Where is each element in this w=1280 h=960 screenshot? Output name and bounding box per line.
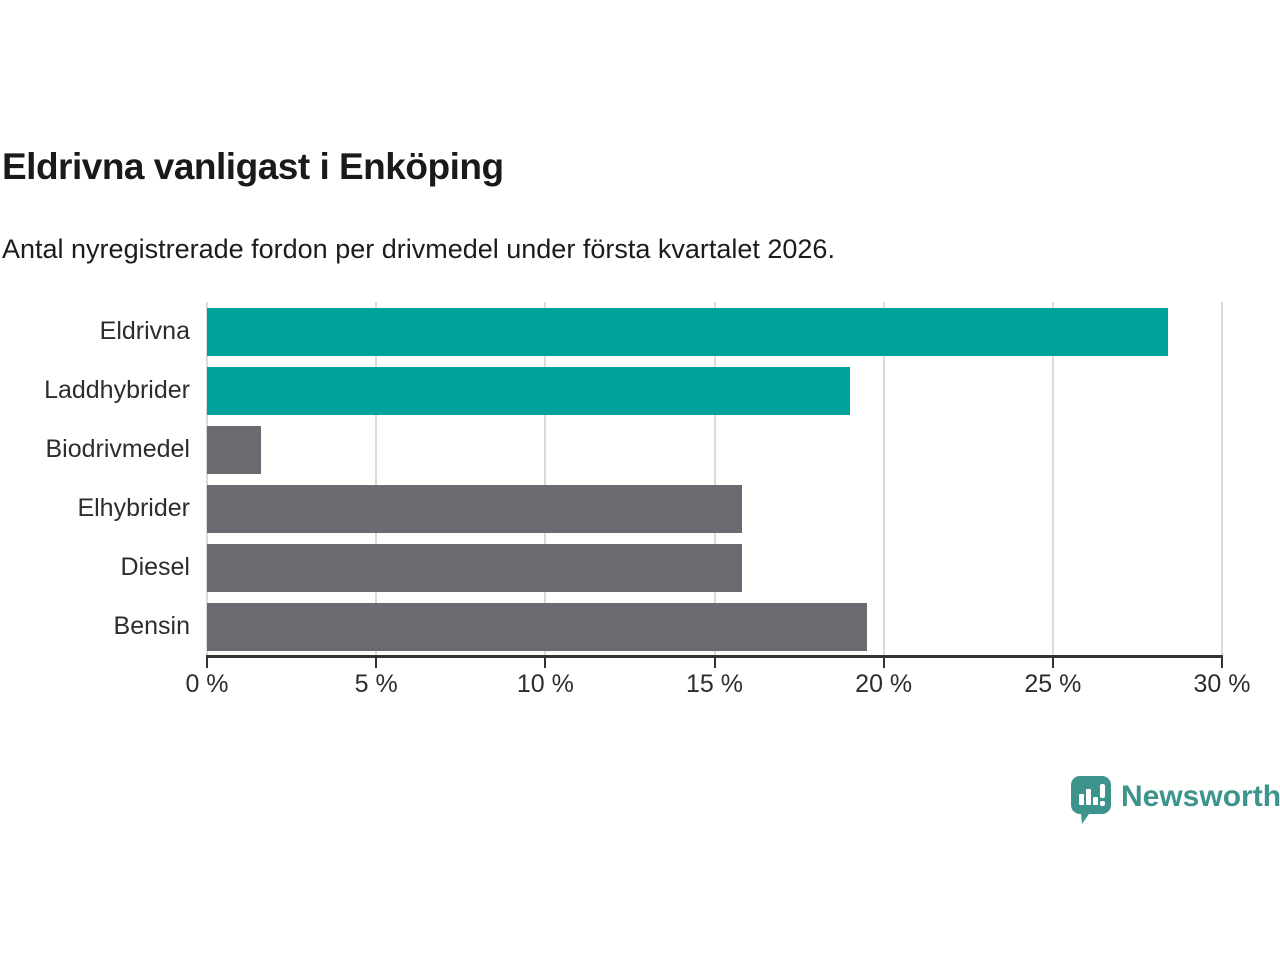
bar-band <box>207 538 1222 597</box>
y-axis-label: Elhybrider <box>77 494 190 522</box>
newsworthy-wordmark: Newsworthy <box>1121 780 1280 813</box>
chart-title: Eldrivna vanligast i Enköping <box>2 146 504 187</box>
gridline <box>1051 302 1054 656</box>
gridline <box>375 302 378 656</box>
bar-eldrivna <box>207 307 1168 356</box>
bar-laddhybrider <box>207 366 850 415</box>
newsworthy-speech-bubble-chart-icon <box>1070 775 1112 830</box>
bar-elhybrider <box>207 484 742 533</box>
bar-band <box>207 597 1222 656</box>
x-axis-ticks <box>206 658 1223 668</box>
x-axis-tick <box>1221 658 1223 668</box>
y-axis-label: Biodrivmedel <box>45 435 190 463</box>
gridline <box>1221 302 1223 656</box>
x-axis-tick <box>544 658 547 668</box>
x-axis-tick-label: 25 % <box>1024 670 1082 698</box>
x-axis-tick-label: 5 % <box>354 670 398 698</box>
y-axis-label: Diesel <box>120 553 190 581</box>
y-axis-label: Laddhybrider <box>44 376 190 404</box>
plot-area <box>206 302 1223 656</box>
bar-band <box>207 302 1222 361</box>
x-axis-tick <box>206 658 208 668</box>
x-axis-line <box>206 655 1223 658</box>
x-axis-tick-label: 30 % <box>1193 670 1251 698</box>
gridline <box>713 302 716 656</box>
x-axis-tick <box>713 658 716 668</box>
x-axis-tick-label: 0 % <box>185 670 229 698</box>
gridline <box>206 302 208 656</box>
x-axis-tick-labels: 0 % 5 % 10 % 15 % 20 % 25 % 30 % <box>185 670 1250 700</box>
bar-band <box>207 479 1222 538</box>
bar-band <box>207 420 1222 479</box>
bar-band <box>207 361 1222 420</box>
x-axis-tick-label: 15 % <box>686 670 743 698</box>
x-axis-tick-label: 20 % <box>855 670 913 698</box>
newsworthy-logo: Newsworthy <box>1070 775 1280 830</box>
gridline <box>882 302 885 656</box>
x-axis-tick <box>375 658 378 668</box>
bar-diesel <box>207 543 742 592</box>
bar-bensin <box>207 602 867 651</box>
y-axis-label: Bensin <box>113 612 190 640</box>
chart-subtitle: Antal nyregistrerade fordon per drivmede… <box>2 234 835 264</box>
y-axis-labels: Eldrivna Laddhybrider Biodrivmedel Elhybrid… <box>0 302 190 656</box>
y-axis-label: Eldrivna <box>99 317 190 345</box>
gridline <box>544 302 547 656</box>
x-axis-tick <box>1051 658 1054 668</box>
x-axis-tick-label: 10 % <box>516 670 574 698</box>
x-axis-tick <box>882 658 885 668</box>
bar-biodrivmedel <box>207 425 262 474</box>
